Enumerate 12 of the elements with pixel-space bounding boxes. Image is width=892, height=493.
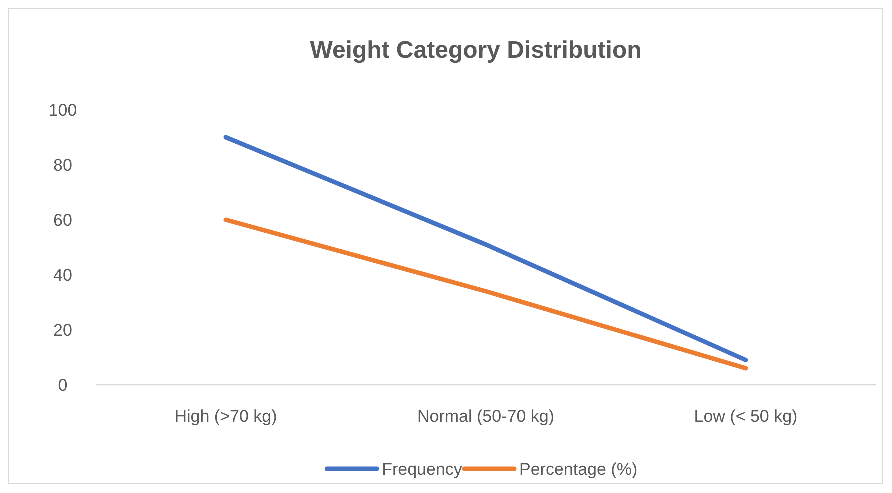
y-tick-label: 80: [54, 156, 72, 175]
y-tick-label: 0: [58, 376, 68, 395]
legend-label: Frequency: [382, 460, 463, 479]
legend-label: Percentage (%): [520, 460, 638, 479]
y-tick-label: 40: [54, 266, 72, 285]
y-tick-label: 100: [48, 101, 78, 120]
y-tick-label: 20: [54, 321, 72, 340]
y-tick-label: 60: [54, 211, 72, 230]
chart-title: Weight Category Distribution: [310, 37, 642, 64]
x-tick-label: High (>70 kg): [174, 407, 278, 426]
x-tick-label: Low (< 50 kg): [694, 407, 798, 426]
x-tick-label: Normal (50-70 kg): [418, 407, 554, 426]
